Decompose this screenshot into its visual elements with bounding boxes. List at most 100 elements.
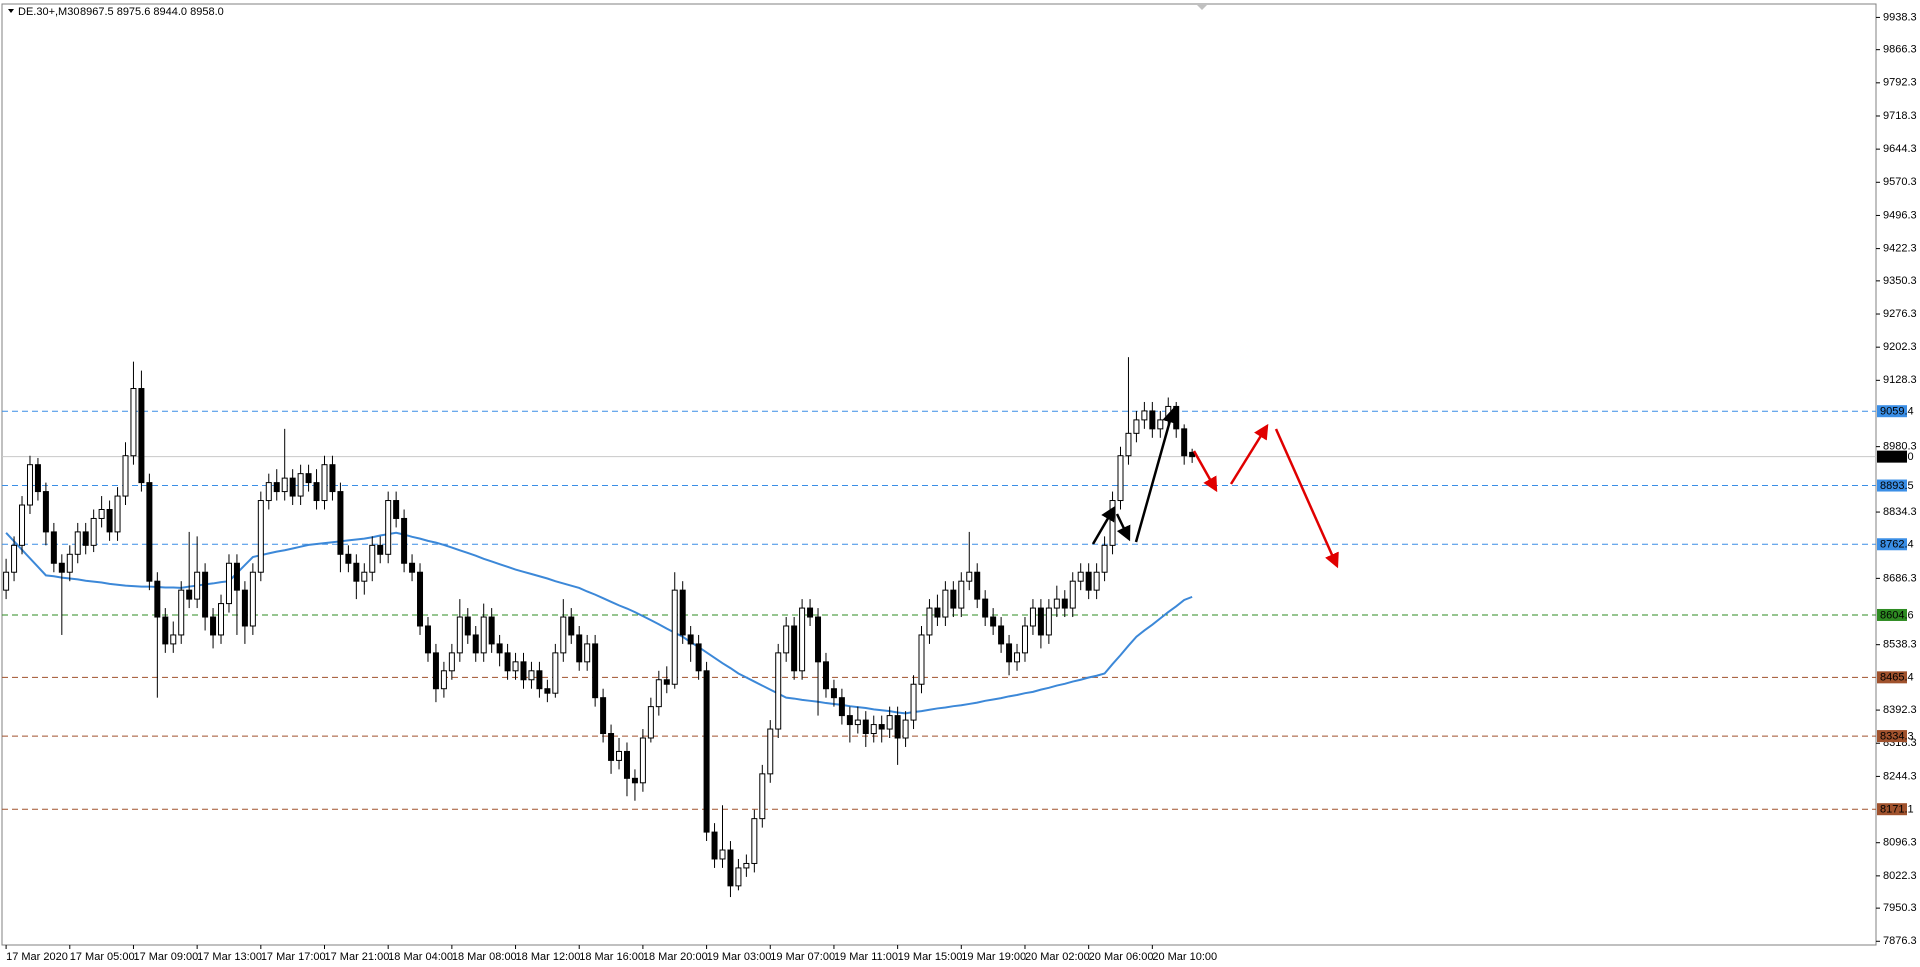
candle-body	[1181, 428, 1188, 457]
level-label-box	[1877, 479, 1907, 492]
x-tick-label: 18 Mar 12:00	[516, 951, 581, 963]
candle-body	[878, 724, 885, 730]
candle-body	[942, 589, 949, 618]
candle-body	[934, 607, 941, 618]
candle-body	[775, 652, 782, 730]
y-tick-label: 9422.3	[1883, 243, 1917, 255]
candle-body	[1157, 419, 1164, 430]
candle-body	[512, 661, 519, 672]
symbol: DE.30+,M30	[18, 6, 79, 18]
candle-body	[679, 589, 686, 636]
x-tick-label: 19 Mar 03:00	[707, 951, 772, 963]
candle-body	[11, 544, 18, 573]
candle-body	[584, 643, 591, 663]
y-tick-label: 8096.3	[1883, 837, 1917, 849]
candle-body	[496, 643, 503, 654]
candle-body	[799, 607, 806, 672]
candle-body	[1173, 405, 1180, 430]
candle-body	[377, 544, 384, 555]
candle-body	[162, 616, 169, 645]
level-label-box	[1877, 671, 1907, 684]
candle-body	[58, 562, 65, 573]
candle-body	[1117, 455, 1124, 502]
candle-body	[297, 473, 304, 497]
candle-body	[337, 491, 344, 555]
x-tick-label: 17 Mar 2020	[6, 951, 68, 963]
candle-body	[409, 562, 416, 573]
menu-triangle	[8, 9, 14, 13]
level-label: 8893.5	[1880, 480, 1914, 492]
candle-body	[106, 508, 113, 533]
candle-body	[456, 616, 463, 654]
candle-body	[552, 652, 559, 694]
candle-body	[313, 482, 320, 502]
candle-body	[1061, 598, 1068, 609]
y-tick-label: 9938.3	[1883, 11, 1917, 23]
y-tick-label: 7950.3	[1883, 902, 1917, 914]
candle-body	[560, 616, 567, 654]
candle-body	[1029, 607, 1036, 627]
x-tick-label: 17 Mar 05:00	[70, 951, 135, 963]
annotations	[1091, 407, 1339, 569]
candle-body	[631, 777, 638, 784]
annotation-arrow	[1229, 423, 1269, 485]
candle-body	[1053, 598, 1060, 609]
candle-body	[862, 719, 869, 735]
candle-body	[281, 477, 288, 493]
y-tick-label: 8834.3	[1883, 506, 1917, 518]
candle-body	[600, 697, 607, 735]
candle-body	[488, 616, 495, 645]
candle-body	[886, 715, 893, 730]
candle-body	[66, 553, 73, 573]
candle-body	[608, 733, 615, 761]
candle-body	[791, 625, 798, 672]
candle-body	[759, 773, 766, 820]
y-tick-label: 8244.3	[1883, 770, 1917, 782]
candle-body	[807, 607, 814, 618]
y-tick-label: 9570.3	[1883, 176, 1917, 188]
level-label: 9059.4	[1880, 406, 1914, 418]
candle-body	[170, 634, 177, 645]
candle-body	[918, 634, 925, 685]
plot-frame	[1, 3, 1877, 946]
x-tick-label: 18 Mar 16:00	[579, 951, 644, 963]
candle-body	[1141, 410, 1148, 421]
candle-body	[783, 625, 790, 654]
candle-body	[1085, 571, 1092, 591]
candle-body	[647, 706, 654, 739]
candle-body	[424, 625, 431, 654]
y-tick-label: 8022.3	[1883, 870, 1917, 882]
candle-body	[361, 571, 368, 582]
y-tick-label: 7876.3	[1883, 935, 1917, 947]
x-tick-label: 17 Mar 21:00	[325, 951, 390, 963]
candle-body	[854, 719, 861, 726]
candle-body	[966, 571, 973, 582]
y-tick-label: 9496.3	[1883, 209, 1917, 221]
candle-body	[146, 482, 153, 582]
candle-body	[727, 849, 734, 887]
y-tick-label: 8686.3	[1883, 572, 1917, 584]
candle-body	[751, 818, 758, 864]
candle-body	[369, 544, 376, 573]
candle-body	[385, 500, 392, 555]
candle-body	[178, 589, 185, 636]
candle-body	[1109, 500, 1116, 546]
candle-body	[870, 724, 877, 735]
candle-body	[194, 571, 201, 600]
candle-body	[1037, 607, 1044, 636]
y-tick-label: 9128.3	[1883, 374, 1917, 386]
x-tick-label: 18 Mar 08:00	[452, 951, 517, 963]
y-tick-label: 9202.3	[1883, 341, 1917, 353]
candle-body	[767, 728, 774, 775]
candle-body	[233, 562, 240, 591]
candle-body	[536, 670, 543, 690]
x-tick-label: 17 Mar 09:00	[133, 951, 198, 963]
annotation-arrow	[1091, 505, 1116, 545]
x-tick-label: 20 Mar 06:00	[1089, 951, 1154, 963]
candle-body	[138, 388, 145, 484]
candle-body	[329, 464, 336, 493]
x-tick-label: 19 Mar 11:00	[834, 951, 898, 963]
candle-body	[687, 634, 694, 645]
